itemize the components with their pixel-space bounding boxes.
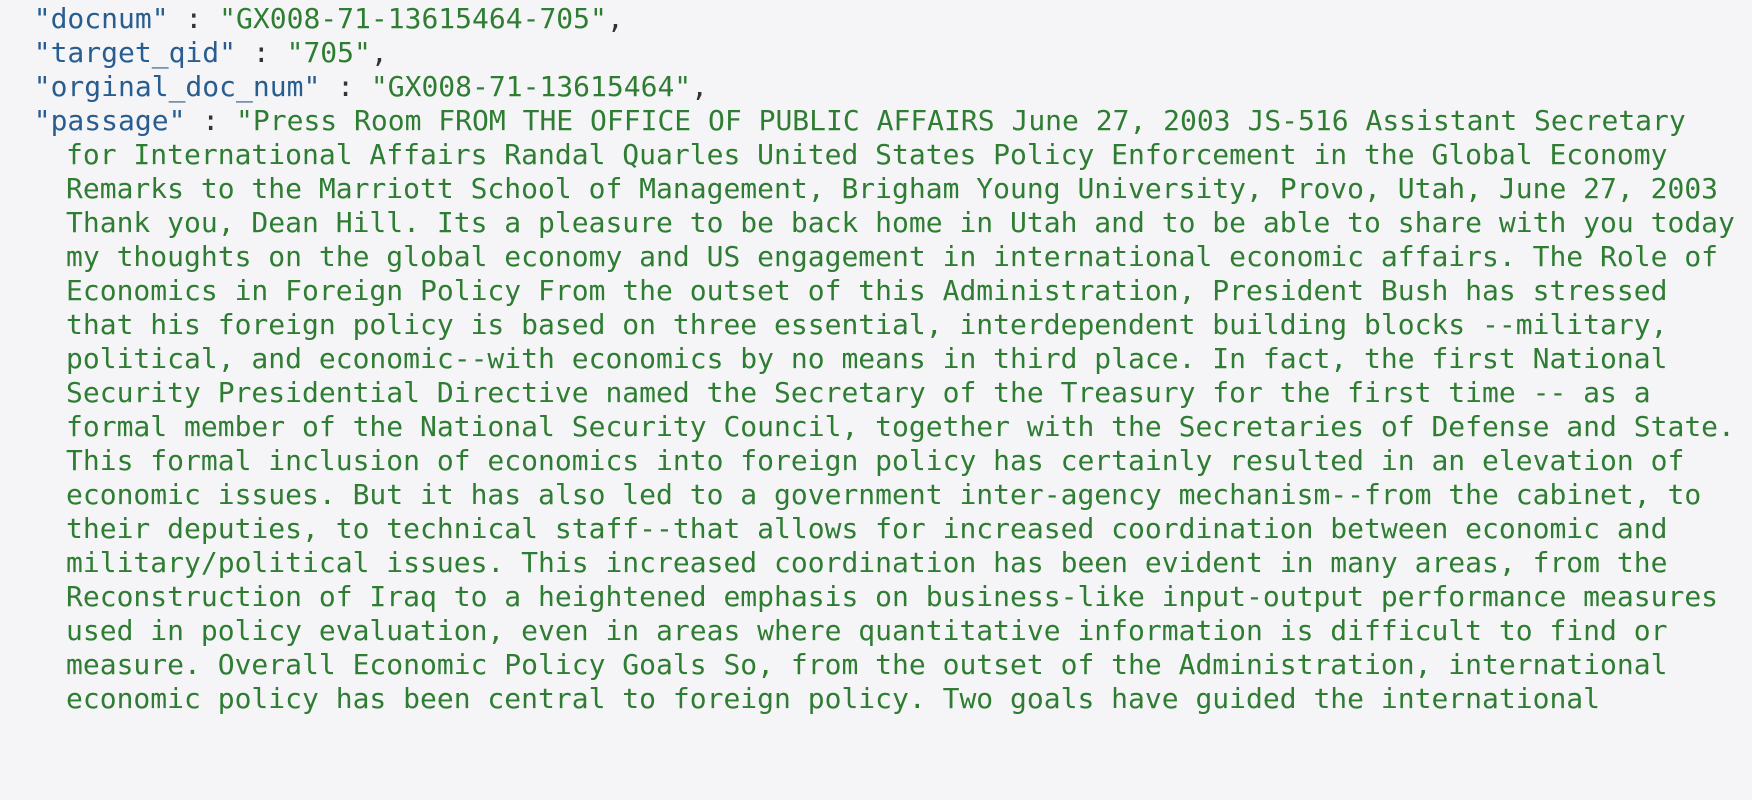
passage-line: political, and economic--with economics … (66, 342, 1668, 375)
passage-line: formal member of the National Security C… (66, 410, 1735, 443)
json-separator: : (236, 36, 287, 69)
json-field-orginal-doc-num: "orginal_doc_num" : "GX008-71-13615464", (0, 68, 708, 106)
json-key: "docnum" (33, 2, 169, 35)
json-field-target-qid: "target_qid" : "705", (0, 34, 388, 72)
json-separator: : (168, 2, 220, 35)
passage-line: military/political issues. This increase… (66, 546, 1668, 579)
json-value: "GX008-71-13615464-705" (219, 2, 607, 35)
json-separator: : (320, 70, 371, 103)
json-comma: , (370, 36, 388, 69)
passage-line: Security Presidential Directive named th… (66, 376, 1651, 409)
json-field-passage: "passage" : "Press Room FROM THE OFFICE … (0, 102, 1686, 140)
passage-line: that his foreign policy is based on thre… (66, 308, 1668, 341)
passage-line: my thoughts on the global economy and US… (66, 240, 1719, 273)
passage-line: Thank you, Dean Hill. Its a pleasure to … (66, 206, 1735, 239)
passage-first-line: "Press Room FROM THE OFFICE OF PUBLIC AF… (236, 104, 1686, 137)
json-value: "705" (286, 36, 371, 69)
json-separator: : (185, 104, 237, 137)
json-key: "orginal_doc_num" (33, 70, 321, 103)
json-field-docnum: "docnum" : "GX008-71-13615464-705", (0, 0, 624, 38)
json-comma: , (691, 70, 709, 103)
passage-line: economic policy has been central to fore… (66, 682, 1601, 715)
json-value: "GX008-71-13615464" (370, 70, 692, 103)
json-comma: , (606, 2, 624, 35)
passage-line: Economics in Foreign Policy From the out… (66, 274, 1668, 307)
passage-line: for International Affairs Randal Quarles… (66, 138, 1668, 171)
passage-line: Remarks to the Marriott School of Manage… (66, 172, 1719, 205)
passage-line: economic issues. But it has also led to … (66, 478, 1702, 511)
json-key: "target_qid" (33, 36, 237, 69)
json-key: "passage" (33, 104, 186, 137)
passage-line: measure. Overall Economic Policy Goals S… (66, 648, 1668, 681)
passage-line: This formal inclusion of economics into … (66, 444, 1685, 477)
passage-line: Reconstruction of Iraq to a heightened e… (66, 580, 1719, 613)
passage-line: their deputies, to technical staff--that… (66, 512, 1668, 545)
passage-line: used in policy evaluation, even in areas… (66, 614, 1668, 647)
